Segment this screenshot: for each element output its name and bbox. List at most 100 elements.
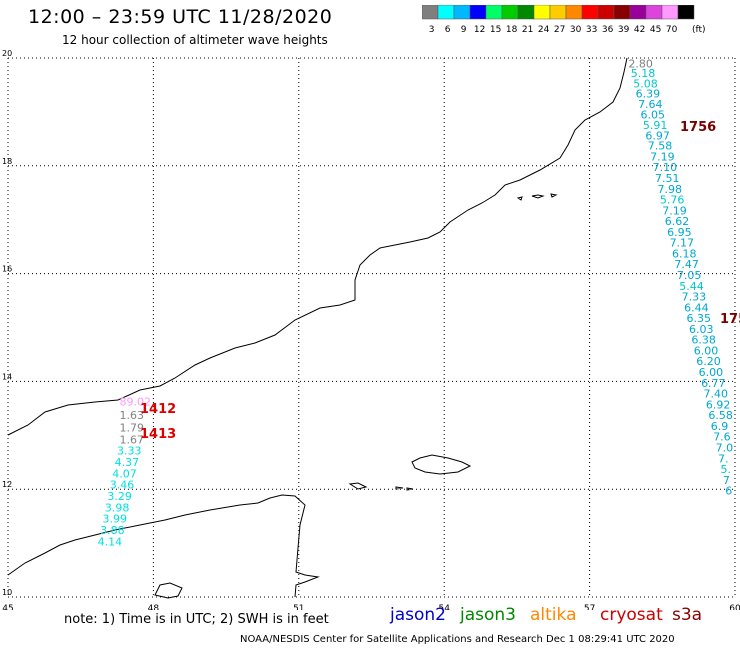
wave-height-label: 6 — [725, 485, 732, 498]
wave-height-label: 4.37 — [115, 456, 140, 469]
wave-height-label: 6.38 — [691, 334, 716, 347]
wave-height-label: 6.35 — [687, 312, 712, 325]
wave-height-label: 1.63 — [119, 409, 143, 422]
credits-footer: NOAA/NESDIS Center for Satellite Applica… — [240, 634, 675, 645]
lat-tick-label: 18 — [2, 157, 12, 166]
map-subtitle: 12 hour collection of altimeter wave hei… — [62, 33, 328, 47]
legend-label: 3 — [429, 25, 435, 35]
map-title: 12:00 – 23:59 UTC 11/28/2020 — [28, 6, 333, 28]
wave-height-label: 3.98 — [105, 501, 130, 514]
wave-height-label: 5.91 — [643, 119, 668, 132]
wave-height-label: 5.18 — [631, 67, 656, 80]
wave-height-label: 6.77 — [701, 377, 726, 390]
legend-label: 6 — [445, 25, 451, 35]
wave-height-label: 3.29 — [107, 490, 131, 503]
wave-height-label: 7.40 — [703, 388, 728, 401]
wave-height-label: 7.05 — [677, 269, 702, 282]
legend-label: 42 — [634, 25, 645, 35]
lon-tick-label: 45 — [2, 604, 13, 610]
wave-height-label: 6.9 — [711, 420, 729, 433]
wave-height-label: 7.58 — [648, 140, 673, 153]
lon-tick-label: 51 — [293, 604, 304, 610]
wave-height-label: 6.39 — [636, 87, 661, 100]
wave-height-label: 3.99 — [103, 513, 128, 526]
legend-label: 33 — [586, 25, 597, 35]
legend-label: 21 — [522, 25, 533, 35]
legend-label: 27 — [554, 25, 565, 35]
arabian-coastline — [7, 57, 628, 436]
brothers-islands — [395, 486, 414, 491]
wave-height-label: 6.62 — [665, 215, 690, 228]
berbera-coast-detail — [154, 582, 183, 599]
lat-tick-label: 12 — [2, 480, 12, 489]
legend-label: 70 — [666, 25, 678, 35]
lat-tick-label: 10 — [2, 588, 12, 597]
wave-height-label: 6.18 — [672, 247, 697, 260]
lon-tick-label: 48 — [148, 604, 160, 610]
legend-label: 18 — [506, 25, 518, 35]
wave-height-label: 3.33 — [117, 445, 142, 458]
lon-tick-label: 54 — [438, 604, 450, 610]
wave-height-label: 6.97 — [645, 129, 670, 142]
wave-height-label: 6.92 — [706, 398, 731, 411]
abd-al-kuri-island — [348, 482, 368, 490]
satellite-name-altika: altika — [530, 605, 577, 625]
wave-height-label: 7.19 — [650, 150, 675, 163]
wave-height-label: 6.00 — [694, 344, 719, 357]
legend-label: 45 — [650, 25, 661, 35]
wave-height-label: 4.07 — [112, 467, 137, 480]
wave-height-label: 7.19 — [662, 204, 687, 217]
lat-tick-label: 16 — [2, 265, 12, 274]
wave-height-label: 7 — [723, 474, 730, 487]
satellite-name-s3a: s3a — [672, 605, 703, 625]
satellite-name-cryosat: cryosat — [600, 605, 663, 625]
wave-height-label: 7.51 — [655, 172, 680, 185]
wave-height-label: 1.67 — [119, 433, 143, 446]
legend-label: 15 — [490, 25, 501, 35]
wave-height-label: 7.98 — [657, 183, 682, 196]
wave-height-label: 6.03 — [689, 323, 714, 336]
lat-tick-label: 14 — [2, 372, 12, 381]
wave-height-label: 7.0 — [716, 441, 734, 454]
wave-height-label: 89.02 — [119, 396, 150, 409]
wave-height-label: 6.05 — [640, 108, 665, 121]
wave-height-label: 7.47 — [674, 258, 699, 271]
wave-height-label: 2.80 — [628, 58, 653, 71]
wave-height-label: 6.20 — [696, 355, 721, 368]
wave-height-label: 6.00 — [699, 366, 724, 379]
legend-label: 9 — [461, 25, 467, 35]
wave-height-label: 4.14 — [98, 535, 123, 548]
legend-label: 36 — [602, 25, 614, 35]
wave-height-label: 3.46 — [110, 479, 135, 492]
wave-height-label: 7.17 — [670, 237, 695, 250]
satellite-name-jason3: jason3 — [460, 605, 516, 625]
units-note: note: 1) Time is in UTC; 2) SWH is in fe… — [64, 612, 329, 627]
wave-height-label: 5.08 — [633, 78, 658, 91]
wave-height-label: 7.64 — [638, 98, 663, 111]
wave-height-label: 5.76 — [660, 194, 685, 207]
wave-height-color-legend: 3 6 9 12 15 18 21 24 27 30 33 36 39 42 45 70 (ft) — [422, 5, 706, 35]
legend-unit: (ft) — [692, 25, 706, 35]
kuria-muria-islands — [516, 193, 558, 201]
pass-cryosat-175: 175 — [720, 312, 740, 327]
wave-height-label: 5.44 — [679, 280, 704, 293]
legend-swatch — [677, 5, 695, 20]
wave-height-label: 6.58 — [708, 409, 733, 422]
socotra-island — [411, 454, 472, 475]
pass-s3a-1412: 89.021.631.79 1412 — [119, 396, 176, 435]
wave-height-label: 6.44 — [684, 301, 709, 314]
wave-height-label: 1.79 — [119, 422, 143, 435]
pass-time-label: 175 — [720, 312, 740, 327]
legend-label: 39 — [618, 25, 630, 35]
wave-height-label: 5. — [720, 463, 731, 476]
wave-height-label: 7.6 — [713, 431, 731, 444]
axis-ticks: 45 48 51 54 57 60 10 12 14 16 18 20 — [2, 49, 740, 610]
pass-cryosat-1756: 2.805.185.086.397.646.055.916.977.587.19… — [628, 58, 733, 498]
satellite-name-jason2: jason2 — [390, 605, 446, 625]
pass-s3a-1413: 1.673.334.374.073.463.293.983.993.884.14… — [98, 427, 177, 548]
lat-tick-label: 20 — [2, 49, 12, 58]
lon-tick-label: 57 — [584, 604, 595, 610]
wave-height-label: 7.10 — [653, 161, 678, 174]
wave-height-label: 7. — [718, 452, 729, 465]
